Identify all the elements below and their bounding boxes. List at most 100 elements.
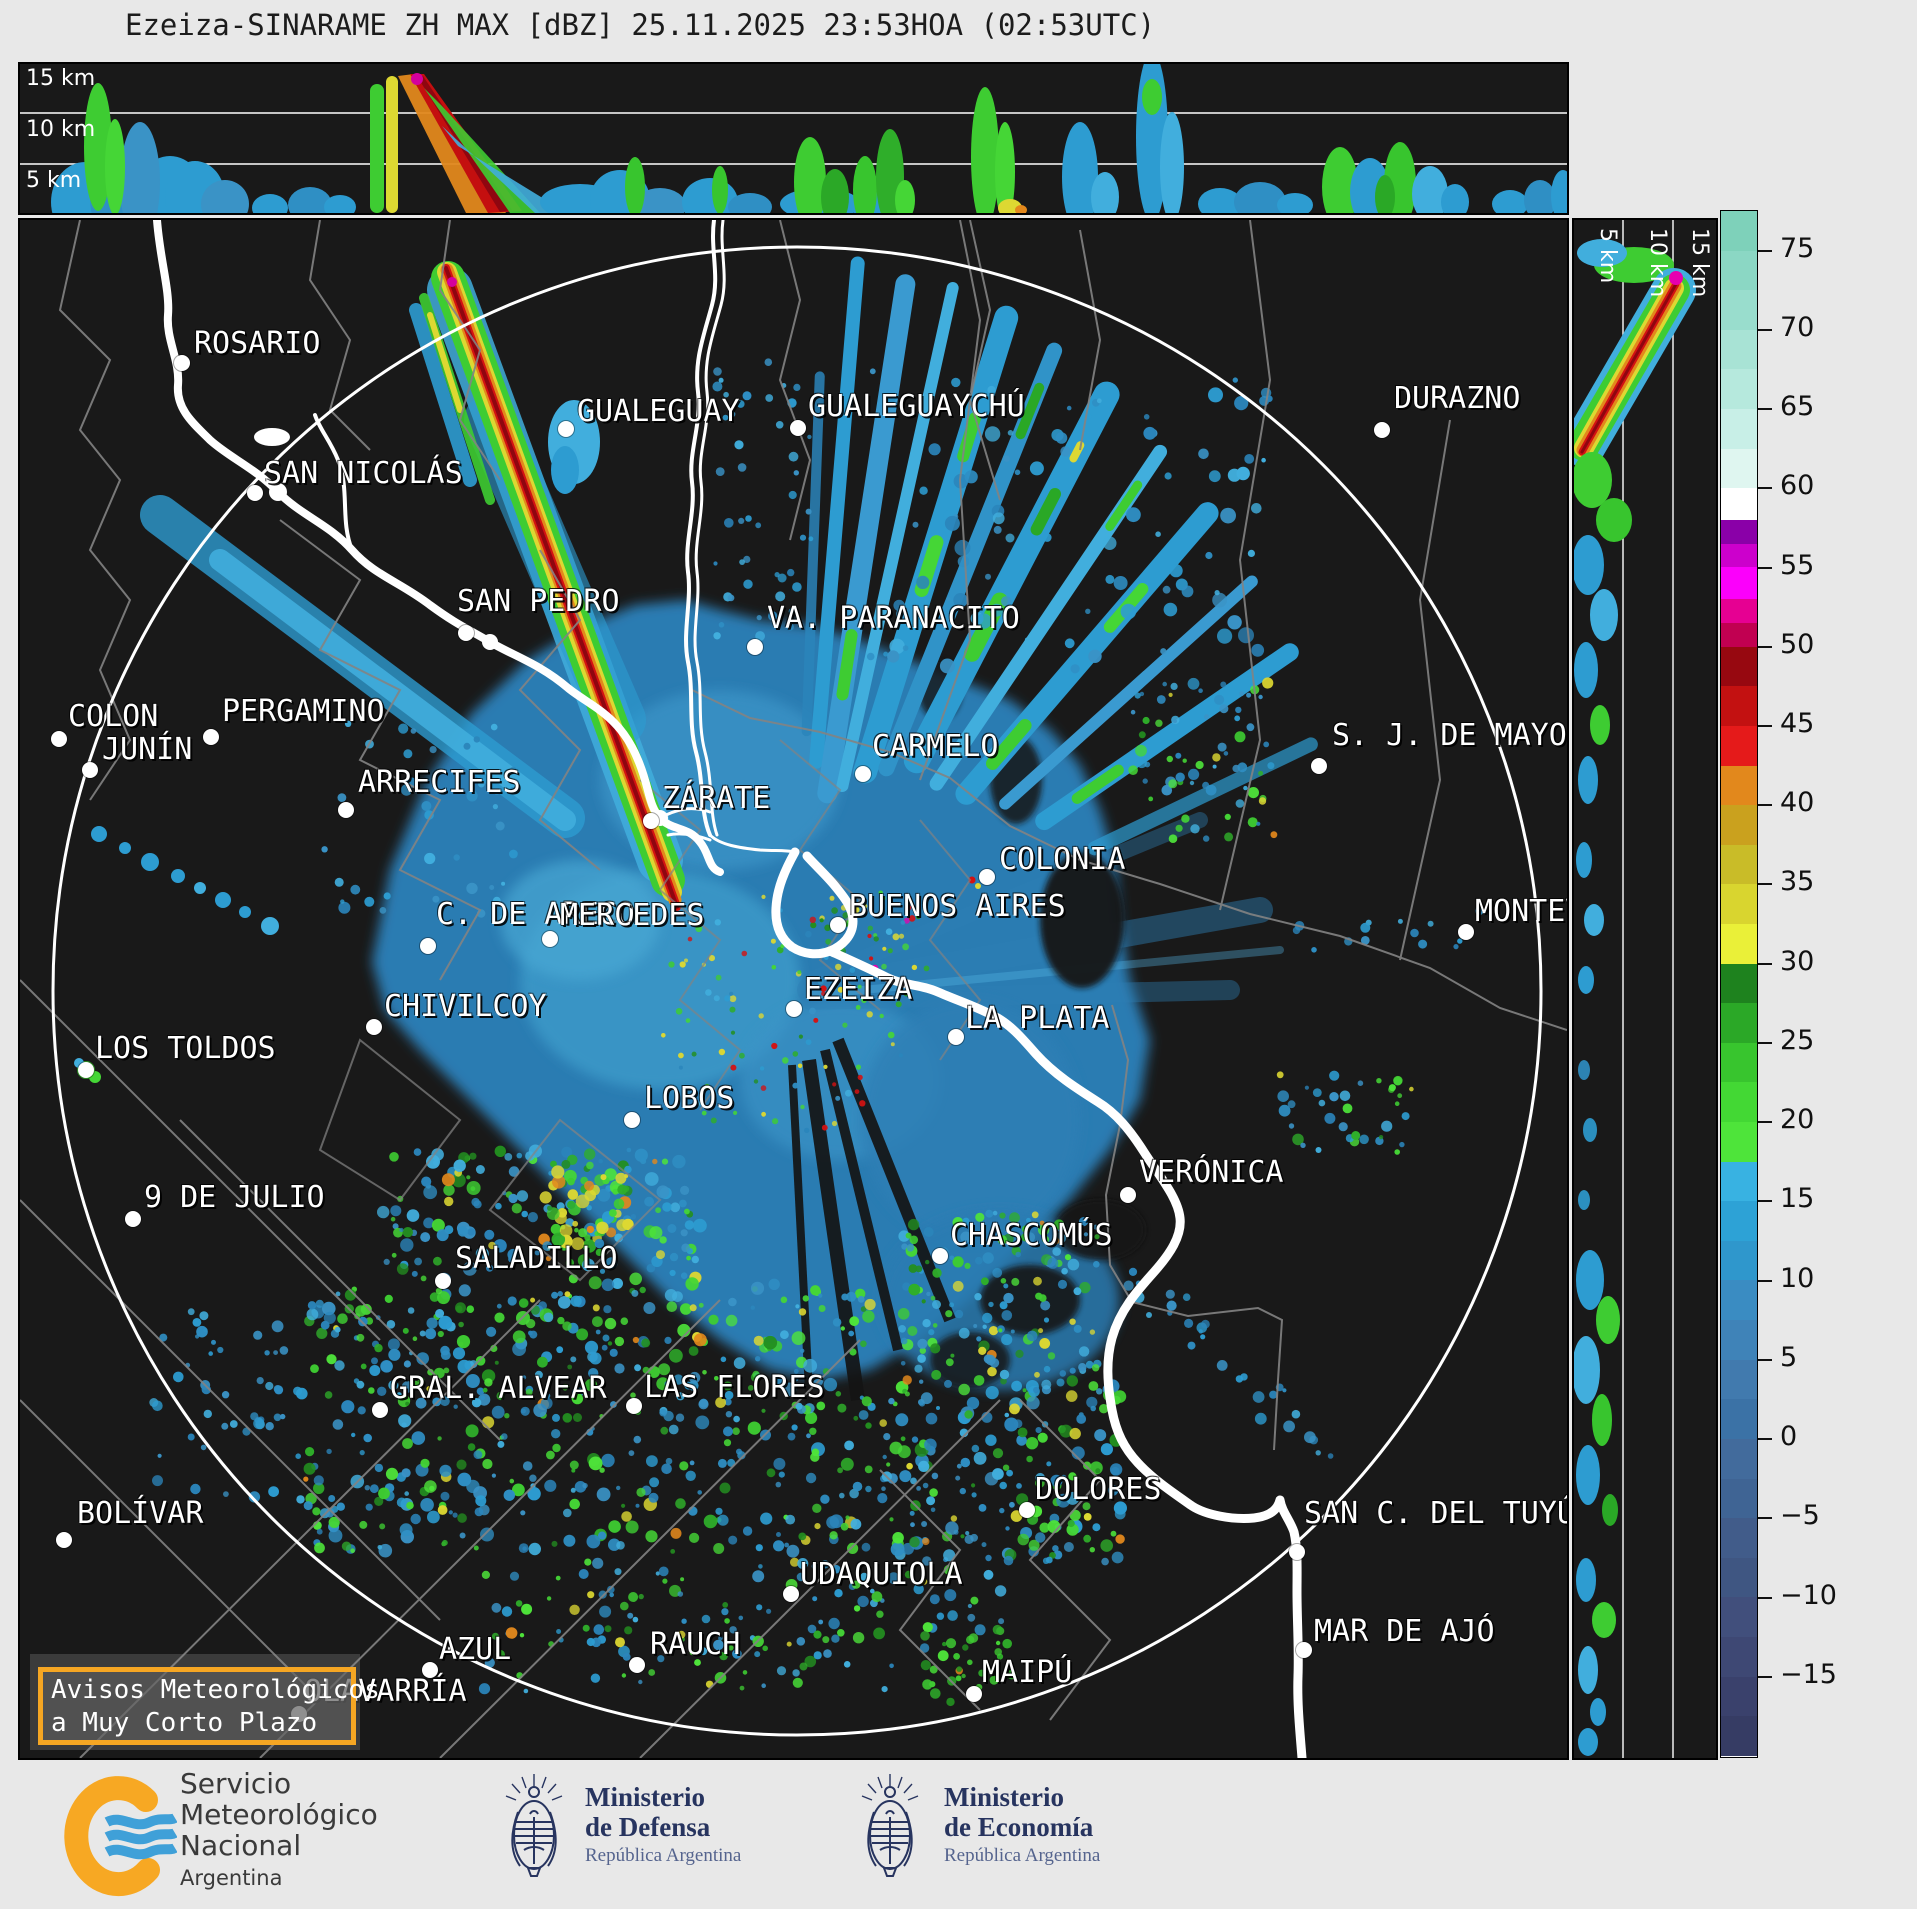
colorbar-segment (1721, 599, 1757, 623)
city-dot (1296, 1642, 1312, 1658)
city-dot (1311, 758, 1327, 774)
top-axis-15km: 15 km (26, 66, 96, 91)
city-dot (422, 1662, 438, 1678)
colorbar-segment (1721, 1636, 1757, 1677)
city-dot (203, 729, 219, 745)
city-label: SALADILLO (455, 1241, 618, 1276)
radar-map-panel: ROSARIO SAN NICOLÁS GUALEGUAY GUALEGUAYCHÚ S… (18, 218, 1569, 1760)
smn-line1: Servicio (180, 1767, 292, 1800)
dbz-colorbar (1720, 210, 1758, 1758)
parana-river (153, 220, 724, 876)
city-dot (420, 938, 436, 954)
colorbar-segment (1721, 519, 1757, 544)
city-dot (643, 813, 659, 829)
colorbar-tick-label: 70 (1780, 311, 1815, 343)
city-dot (51, 731, 67, 747)
defensa-coat-of-arms (502, 1772, 566, 1892)
economia-subtitle: República Argentina (944, 1845, 1101, 1866)
defensa-subtitle: República Argentina (585, 1845, 742, 1866)
city-label: SAN NICOLÁS (264, 456, 463, 491)
defensa-title2: de Defensa (585, 1812, 711, 1842)
colorbar-tick-label: 20 (1780, 1104, 1815, 1136)
city-dot (78, 1062, 94, 1078)
city-dot (125, 1211, 141, 1227)
city-label: DOLORES (1035, 1472, 1162, 1507)
colorbar-tick (1758, 1121, 1772, 1124)
colorbar-tick (1758, 1358, 1772, 1361)
city-dot (747, 639, 763, 655)
city-label: ARRECIFES (358, 765, 521, 800)
economia-coat-of-arms (858, 1772, 922, 1892)
city-label: ROSARIO (194, 326, 321, 361)
colorbar-tick (1758, 645, 1772, 648)
defensa-title1: Ministerio (585, 1782, 705, 1812)
city-dot (948, 1029, 964, 1045)
echo-west-dots (91, 826, 279, 935)
city-label: MONTEVIDEO (1475, 894, 1567, 929)
city-dot (247, 485, 263, 501)
city-label: UDAQUIOLA (800, 1557, 963, 1592)
colorbar-tick (1758, 328, 1772, 331)
city-dot (1120, 1187, 1136, 1203)
smn-line3: Nacional (180, 1829, 302, 1862)
colorbar-segment (1721, 1042, 1757, 1083)
colorbar-segment (1721, 1597, 1757, 1637)
defensa-text: Ministerio de Defensa República Argentin… (585, 1782, 741, 1867)
city-dot (1289, 1544, 1305, 1560)
city-label: 9 DE JULIO (144, 1180, 325, 1215)
colorbar-segment (1721, 1676, 1757, 1717)
colorbar-segment (1721, 329, 1757, 370)
city-label: LOBOS (644, 1081, 735, 1116)
city-label: SAN PEDRO (457, 584, 620, 619)
echo-speckle-field (149, 358, 1484, 1707)
warning-link-avisos[interactable]: Avisos Meteorológicos a Muy Corto Plazo (38, 1667, 380, 1745)
economia-title2: de Economía (944, 1812, 1094, 1842)
city-dot (855, 766, 871, 782)
city-dot (435, 1273, 451, 1289)
smn-logo (64, 1776, 177, 1897)
colorbar-tick-label: 10 (1780, 1262, 1815, 1294)
colorbar-tick (1758, 1279, 1772, 1282)
range-circle (51, 245, 1543, 1737)
warning-line1: Avisos Meteorológicos (51, 1675, 380, 1705)
city-label: AZUL (439, 1632, 512, 1667)
right-cross-section-graphic (1574, 220, 1696, 1758)
city-label: MERCEDES (560, 898, 705, 933)
colorbar-tick (1758, 1200, 1772, 1203)
city-dot (783, 1586, 799, 1602)
city-label: LAS FLORES (644, 1370, 825, 1405)
colorbar-segment (1721, 409, 1757, 449)
city-dot (56, 1532, 72, 1548)
right-axis-15km: 15 km (1687, 228, 1712, 298)
colorbar-segment (1721, 1201, 1757, 1241)
colorbar-segment (1721, 1161, 1757, 1202)
city-label: CHASCOMÚS (950, 1218, 1113, 1253)
city-label: SAN C. DEL TUYÚ (1304, 1496, 1569, 1531)
colorbar-segment (1721, 448, 1757, 489)
top-axis-10km: 10 km (26, 117, 96, 142)
colorbar-tick-label: 15 (1780, 1183, 1815, 1215)
colorbar-segment (1721, 1240, 1757, 1281)
top-cross-section-graphic (20, 64, 1567, 213)
colorbar-segment (1721, 765, 1757, 806)
city-dot (830, 917, 846, 933)
uruguay-river (684, 220, 718, 837)
colorbar-tick (1758, 725, 1772, 727)
colorbar-tick-label: 65 (1780, 391, 1815, 423)
city-dot (366, 1019, 382, 1035)
city-dot (1374, 422, 1390, 438)
colorbar-tick (1758, 883, 1772, 886)
colorbar-segment (1721, 725, 1757, 766)
city-dot (174, 355, 190, 371)
colorbar-tick (1758, 1041, 1772, 1044)
colorbar-tick (1758, 1517, 1772, 1520)
colorbar-segment (1721, 646, 1757, 687)
colorbar-segment (1721, 1082, 1757, 1123)
city-label: LA PLATA (965, 1001, 1110, 1036)
colorbar-segment (1721, 1003, 1757, 1043)
colorbar-tick-label: 30 (1780, 945, 1815, 977)
city-dot (338, 802, 354, 818)
city-label: ZÁRATE (662, 781, 771, 816)
right-cross-section-panel: 5 km 10 km 15 km (1572, 218, 1718, 1760)
city-dot (786, 1001, 802, 1017)
